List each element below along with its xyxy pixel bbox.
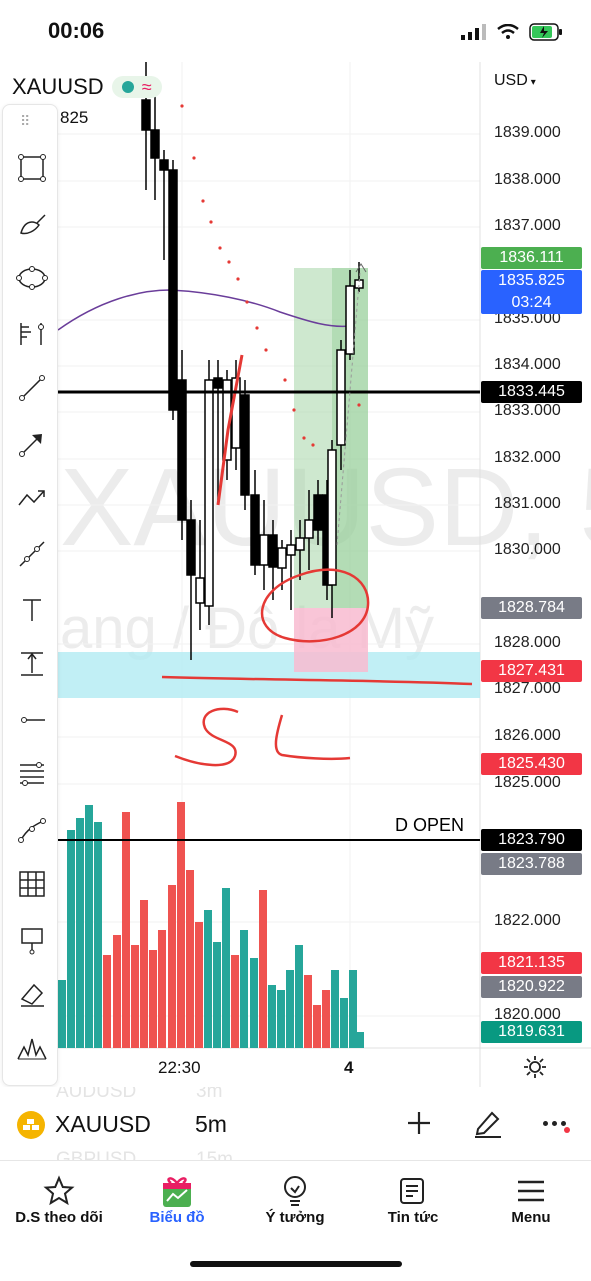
wave-icon: ≈ [141,77,152,97]
wifi-icon [497,24,519,39]
drawing-pen-icon[interactable] [472,1107,504,1144]
hamburger-icon [476,1173,586,1209]
moving-average-line [57,289,351,331]
support-zone [58,652,480,698]
ellipse-tool-icon[interactable] [13,259,51,297]
partial-price: 825 [60,108,89,127]
price-tag: 1820.922 [481,976,582,998]
price-tick: 1826.000 [494,727,561,744]
status-icons [461,20,563,44]
home-indicator [190,1261,402,1267]
gold-bars-icon [17,1111,45,1139]
price-tick: 1835.000 [494,310,561,327]
time-label: 4 [344,1058,354,1077]
price-tick: 1822.000 [494,912,561,929]
trend-line-icon[interactable] [13,369,51,407]
path-tool-icon[interactable] [13,479,51,517]
price-tick: 1833.000 [494,402,561,419]
price-tag: 1828.784 [481,597,582,619]
drawn-circle [260,568,370,643]
d-open-label: D OPEN [395,815,464,835]
add-plus-icon[interactable] [405,1109,433,1142]
gift-chart-icon [122,1173,232,1209]
horizontal-ray-icon[interactable] [13,701,51,739]
price-tick: 1837.000 [494,217,561,234]
ticker-bar: AUDUSD 3m GBPUSD 15m XAUUSD 5m [0,1087,591,1160]
extended-line-icon[interactable] [13,535,51,573]
price-tag: 1825.430 [481,753,582,775]
time-label: 22:30 [158,1058,201,1077]
ghost-symbol: AUDUSD [56,1087,137,1102]
price-tag: 1823.788 [481,853,582,875]
nav-news[interactable]: Tin tức [358,1173,468,1226]
chevron-down-icon: ▾ [530,77,536,88]
rectangle-tool-icon[interactable] [13,149,51,187]
interval-selector[interactable]: 5m [195,1111,227,1137]
sar-dots [180,104,361,447]
brush-tool-icon[interactable] [13,205,51,243]
symbol-name: XAUUSD [12,74,104,99]
cursor-arrow-icon [355,263,367,273]
curve-tool-icon[interactable] [13,811,51,849]
battery-icon [529,23,562,41]
ghost-symbol: GBPUSD [56,1149,137,1160]
fib-retracement-icon[interactable] [13,755,51,793]
more-options-icon[interactable] [543,1121,570,1133]
price-tick: 1834.000 [494,356,561,373]
drawing-toolbar: ⠿ [2,104,58,1086]
price-tick: 1825.000 [494,774,561,791]
ghost-interval: 3m [196,1087,223,1102]
drawn-sl-line [161,675,473,686]
current-price-tag: 1835.825 03:24 [481,270,582,314]
price-tag: 1836.111 [481,247,582,269]
price-tag: 1833.445 [481,381,582,403]
price-tick: 1832.000 [494,449,561,466]
nav-watchlist[interactable]: D.S theo dõi [4,1173,114,1226]
price-tick: 1839.000 [494,124,561,141]
ghost-interval: 15m [196,1149,233,1160]
settings-gear-icon[interactable] [522,1054,548,1085]
watermark-subtext: ang / Đô la Mỹ [60,596,434,661]
nav-chart[interactable]: Biểu đồ [122,1173,232,1226]
star-icon [4,1173,114,1209]
head-shoulders-icon[interactable] [13,1031,51,1069]
drawn-l-letter [274,714,351,761]
arrow-tool-icon[interactable] [13,425,51,463]
price-tag: 1823.790 [481,829,582,851]
fixed-range-volume-icon[interactable] [13,315,51,353]
news-icon [358,1173,468,1209]
price-range-icon[interactable] [13,645,51,683]
lightbulb-icon [240,1173,350,1209]
volume-bars [58,802,364,1048]
price-tick: 1827.000 [494,680,561,697]
price-tag: 1827.431 [481,660,582,682]
symbol-header[interactable]: XAUUSD ≈ [12,74,162,100]
drawn-trend-mark [216,354,244,506]
price-tag: 1821.135 [481,952,582,974]
drag-handle-icon[interactable]: ⠿ [20,113,32,129]
status-time: 00:06 [48,18,105,43]
eraser-icon[interactable] [13,975,51,1013]
price-tick: 1820.000 [494,1006,561,1023]
callout-tool-icon[interactable] [13,921,51,959]
gann-box-icon[interactable] [13,865,51,903]
market-status-badge[interactable]: ≈ [111,76,162,98]
price-tag: 1819.631 [481,1021,582,1043]
price-tick: 1831.000 [494,495,561,512]
signal-icon [461,24,486,40]
text-tool-icon[interactable] [13,591,51,629]
bottom-navigation: D.S theo dõi Biểu đồ Ý tưởng Tin tức Men… [0,1160,591,1281]
price-tick: 1830.000 [494,541,561,558]
drawn-s-letter [174,707,239,767]
nav-ideas[interactable]: Ý tưởng [240,1173,350,1226]
nav-menu[interactable]: Menu [476,1173,586,1226]
market-open-dot-icon [121,81,134,93]
currency-selector[interactable]: USD ▾ [494,72,536,89]
price-tick: 1828.000 [494,634,561,651]
price-tick: 1838.000 [494,171,561,188]
price-chart[interactable]: XAUUSD, 5 ang / Đô la Mỹ [0,62,591,1087]
symbol-selector[interactable]: XAUUSD [55,1111,151,1137]
